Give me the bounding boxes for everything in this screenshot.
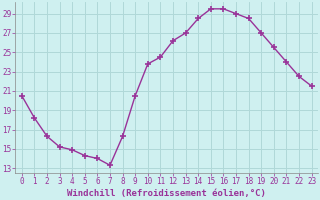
X-axis label: Windchill (Refroidissement éolien,°C): Windchill (Refroidissement éolien,°C) bbox=[67, 189, 266, 198]
